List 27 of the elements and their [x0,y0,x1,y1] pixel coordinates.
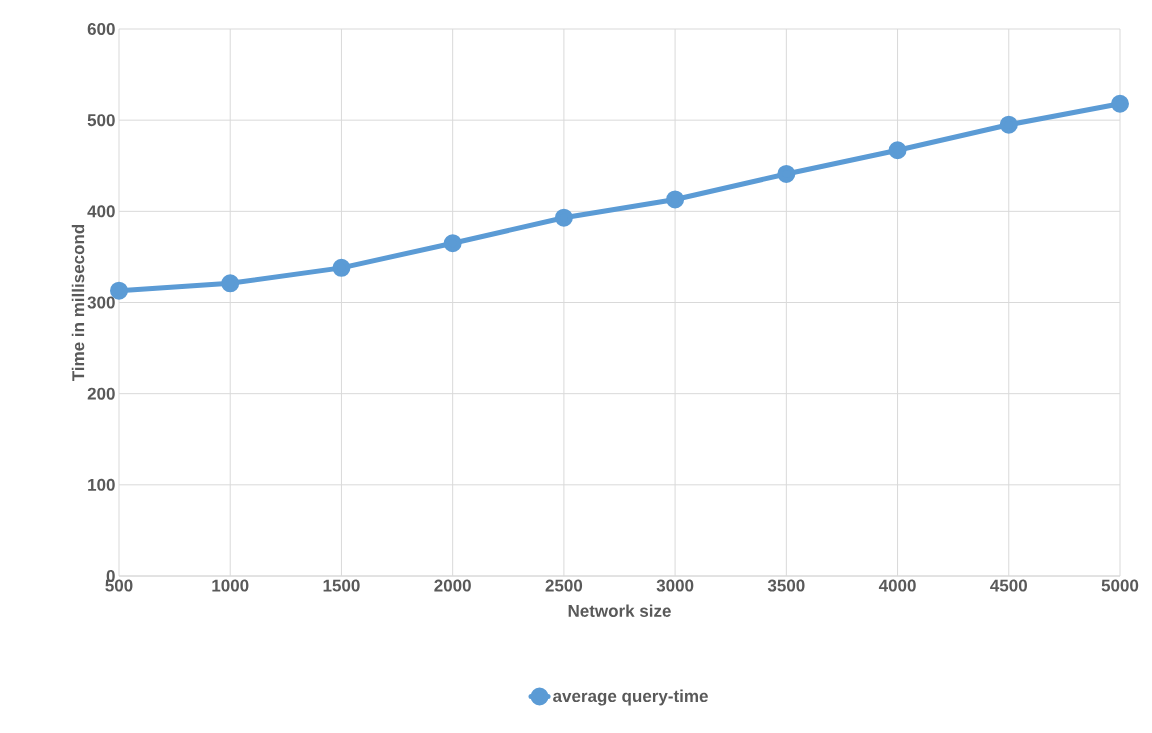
point [554,208,573,227]
y-tick-label: 400 [87,205,115,218]
x-tick-label: 1500 [323,579,360,592]
y-axis-title: Time in millisecond [71,224,85,382]
y-tick-label: 500 [87,114,115,127]
x-tick-label: 4000 [878,579,916,592]
y-tick-label: 300 [87,296,115,309]
x-tick-label: 2500 [545,579,583,592]
point [1110,94,1129,113]
y-tick-label: 100 [88,478,115,491]
x-axis-title: Network size [568,604,671,617]
point [666,190,685,209]
y-tick-label: 600 [87,22,115,36]
point [888,141,907,160]
point [999,115,1018,134]
x-tick-label: 2000 [434,579,471,592]
point [221,274,240,293]
y-tick-label: 200 [87,387,115,400]
x-tick-label: 4500 [990,579,1027,592]
x-tick-label: 3500 [767,579,805,592]
point [443,234,462,253]
legend-label: average query-time [553,689,708,706]
point [332,258,351,277]
x-tick-label: 1000 [212,579,249,592]
x-tick-label: 3000 [656,579,694,592]
x-tick-label: 5000 [1101,579,1139,592]
point [777,164,796,183]
